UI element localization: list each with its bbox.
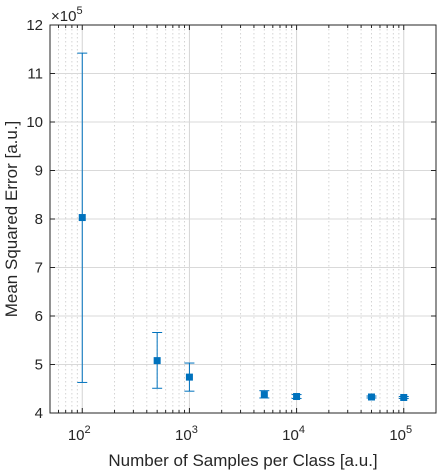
y-tick-label: 8 (35, 211, 43, 228)
y-axis-label: Mean Squared Error [a.u.] (2, 121, 21, 318)
y-tick-label: 4 (35, 405, 43, 422)
data-point (260, 391, 268, 399)
data-point (367, 393, 375, 401)
x-tick-base: 10 (389, 427, 406, 444)
data-layer (77, 52, 409, 401)
y-multiplier-exponent: 5 (76, 5, 82, 17)
y-tick-label: 12 (26, 17, 43, 34)
y-tick-label: 11 (27, 66, 43, 83)
y-tick-label: 10 (26, 114, 43, 131)
x-tick-label: 104 (282, 424, 305, 444)
y-tick-label: 7 (35, 260, 43, 277)
y-tick-label: 9 (35, 163, 43, 180)
x-tick-label: 102 (68, 424, 91, 444)
y-tick-label: 5 (35, 357, 43, 374)
y-tick-label: 6 (35, 308, 43, 325)
x-tick-exponent: 2 (85, 424, 91, 436)
y-multiplier-label: ×105 (51, 5, 83, 25)
x-tick-base: 10 (282, 427, 299, 444)
data-point (78, 214, 86, 222)
y-multiplier-base: ×10 (51, 8, 76, 25)
x-tick-base: 10 (68, 427, 85, 444)
x-tick-base: 10 (175, 427, 192, 444)
data-point (400, 393, 408, 401)
x-tick-exponent: 5 (406, 424, 412, 436)
grid-layer (49, 24, 437, 414)
x-tick-label: 105 (389, 424, 412, 444)
x-tick-label: 103 (175, 424, 198, 444)
data-point (153, 357, 161, 365)
x-tick-exponent: 3 (192, 424, 198, 436)
data-point (293, 393, 301, 401)
x-tick-exponent: 4 (299, 424, 305, 436)
data-point (185, 373, 193, 381)
x-axis-label: Number of Samples per Class [a.u.] (108, 451, 377, 470)
